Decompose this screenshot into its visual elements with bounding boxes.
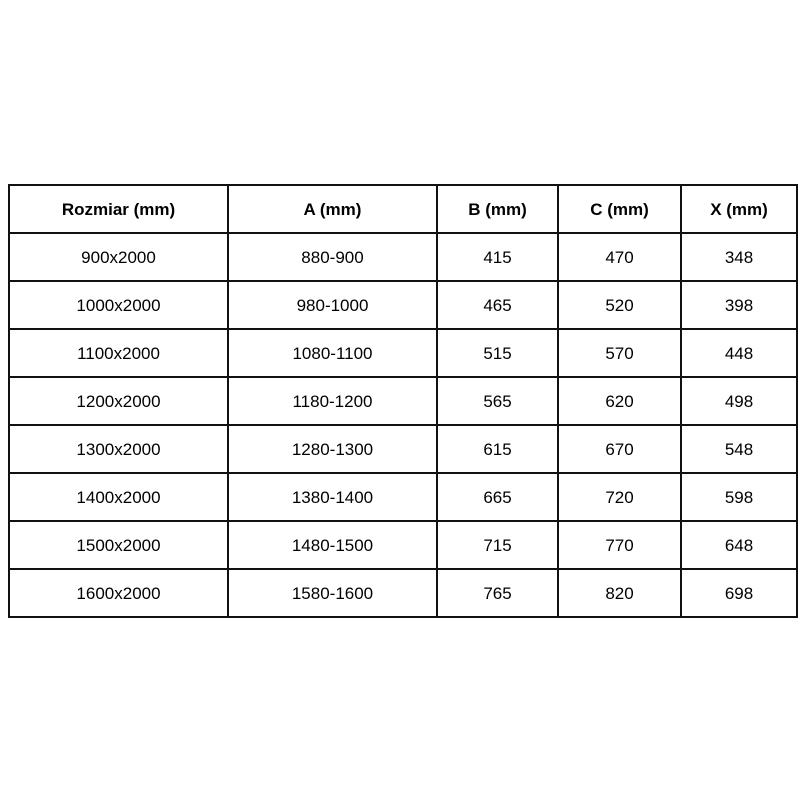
table-row: 1400x2000 1380-1400 665 720 598 <box>8 472 798 522</box>
table-row: 1000x2000 980-1000 465 520 398 <box>8 280 798 330</box>
cell-size: 1500x2000 <box>8 520 229 570</box>
cell-c: 820 <box>557 568 682 618</box>
cell-a: 980-1000 <box>227 280 438 330</box>
cell-size: 1100x2000 <box>8 328 229 378</box>
cell-a: 1380-1400 <box>227 472 438 522</box>
cell-b: 565 <box>436 376 559 426</box>
column-header-rozmiar: Rozmiar (mm) <box>8 184 229 234</box>
cell-a: 1580-1600 <box>227 568 438 618</box>
cell-x: 498 <box>680 376 798 426</box>
cell-c: 570 <box>557 328 682 378</box>
cell-size: 1200x2000 <box>8 376 229 426</box>
column-header-a: A (mm) <box>227 184 438 234</box>
cell-b: 465 <box>436 280 559 330</box>
cell-x: 698 <box>680 568 798 618</box>
cell-b: 765 <box>436 568 559 618</box>
cell-c: 770 <box>557 520 682 570</box>
cell-c: 520 <box>557 280 682 330</box>
cell-b: 515 <box>436 328 559 378</box>
column-header-c: C (mm) <box>557 184 682 234</box>
table-row: 1600x2000 1580-1600 765 820 698 <box>8 568 798 618</box>
cell-c: 470 <box>557 232 682 282</box>
table-row: 1200x2000 1180-1200 565 620 498 <box>8 376 798 426</box>
cell-size: 1400x2000 <box>8 472 229 522</box>
cell-size: 1600x2000 <box>8 568 229 618</box>
column-header-b: B (mm) <box>436 184 559 234</box>
cell-size: 1000x2000 <box>8 280 229 330</box>
table-row: 1500x2000 1480-1500 715 770 648 <box>8 520 798 570</box>
cell-x: 548 <box>680 424 798 474</box>
cell-a: 1480-1500 <box>227 520 438 570</box>
cell-x: 398 <box>680 280 798 330</box>
table-header-row: Rozmiar (mm) A (mm) B (mm) C (mm) X (mm) <box>8 184 798 234</box>
cell-a: 1180-1200 <box>227 376 438 426</box>
cell-b: 665 <box>436 472 559 522</box>
cell-x: 598 <box>680 472 798 522</box>
table-row: 1100x2000 1080-1100 515 570 448 <box>8 328 798 378</box>
cell-size: 1300x2000 <box>8 424 229 474</box>
cell-a: 1080-1100 <box>227 328 438 378</box>
cell-x: 648 <box>680 520 798 570</box>
cell-b: 715 <box>436 520 559 570</box>
cell-x: 448 <box>680 328 798 378</box>
table-row: 1300x2000 1280-1300 615 670 548 <box>8 424 798 474</box>
cell-x: 348 <box>680 232 798 282</box>
cell-a: 880-900 <box>227 232 438 282</box>
cell-b: 615 <box>436 424 559 474</box>
cell-c: 620 <box>557 376 682 426</box>
size-specification-table: Rozmiar (mm) A (mm) B (mm) C (mm) X (mm)… <box>8 184 798 618</box>
cell-c: 670 <box>557 424 682 474</box>
cell-a: 1280-1300 <box>227 424 438 474</box>
table-row: 900x2000 880-900 415 470 348 <box>8 232 798 282</box>
column-header-x: X (mm) <box>680 184 798 234</box>
cell-size: 900x2000 <box>8 232 229 282</box>
cell-c: 720 <box>557 472 682 522</box>
cell-b: 415 <box>436 232 559 282</box>
